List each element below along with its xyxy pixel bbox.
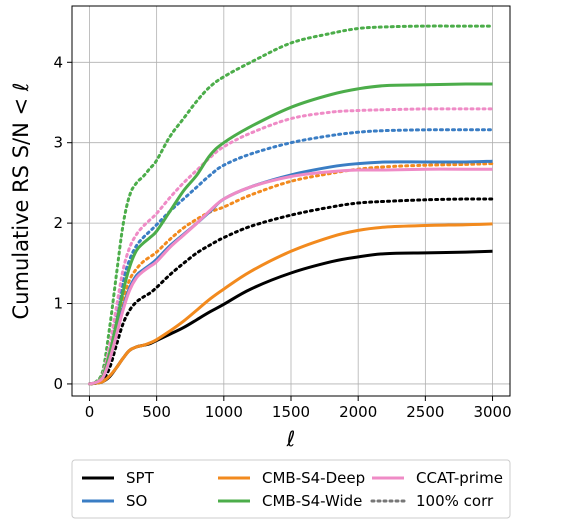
- x-tick-label: 1000: [205, 403, 243, 421]
- x-tick-label: 1500: [272, 403, 310, 421]
- series-lines: [88, 24, 494, 386]
- series-line-spt-corr: [88, 197, 494, 386]
- grid-lines: [72, 6, 510, 396]
- series-line-cmb-s4-wide: [89, 82, 493, 386]
- series-line-cmb-s4-deep: [89, 222, 493, 386]
- series-line-cmb-s4-wide-corr: [88, 24, 494, 386]
- series-line-so-corr: [88, 128, 494, 386]
- x-tick-label: 2500: [406, 403, 444, 421]
- y-tick-label: 4: [53, 53, 63, 71]
- y-tick-label: 2: [53, 214, 63, 232]
- legend: SPT SO CMB-S4-Deep CMB-S4-Wide CCAT-prime 100…: [71, 459, 511, 519]
- series-line-ccat-prime: [89, 167, 493, 386]
- x-axis-ticks: 0 500 1000 1500 2000 2500 3000: [85, 396, 512, 421]
- x-axis-label: ℓ: [286, 427, 296, 451]
- legend-label-100-corr: 100% corr: [416, 492, 494, 510]
- legend-box: [71, 459, 511, 519]
- y-axis-ticks: 0 1 2 3 4: [53, 53, 72, 393]
- y-tick-label: 3: [53, 134, 63, 152]
- x-tick-label: 2000: [339, 403, 377, 421]
- x-tick-label: 3000: [473, 403, 511, 421]
- legend-label-cmb-s4-wide: CMB-S4-Wide: [262, 492, 362, 510]
- legend-label-so: SO: [126, 492, 147, 510]
- y-axis-label: Cumulative RS S/N < ℓ: [9, 83, 33, 320]
- legend-label-cmb-s4-deep: CMB-S4-Deep: [262, 469, 365, 487]
- series-line-ccat-prime-corr: [88, 107, 494, 386]
- y-tick-label: 0: [53, 375, 63, 393]
- legend-label-ccat-prime: CCAT-prime: [416, 469, 503, 487]
- legend-label-spt: SPT: [126, 469, 155, 487]
- x-tick-label: 0: [85, 403, 95, 421]
- x-tick-label: 500: [142, 403, 171, 421]
- y-tick-label: 1: [53, 295, 63, 313]
